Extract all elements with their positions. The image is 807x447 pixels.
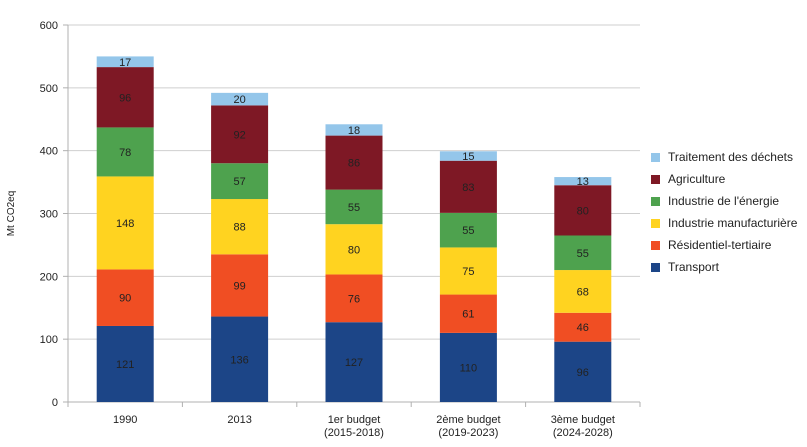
legend-label: Transport (668, 260, 719, 274)
bar-segment (325, 322, 383, 402)
y-tick-label: 100 (40, 334, 58, 346)
x-tick-label: 2013 (227, 414, 251, 426)
bar-segment (211, 199, 269, 255)
legend-item: Industrie de l'énergie (651, 190, 797, 212)
y-tick-label: 500 (40, 83, 58, 95)
data-label: 80 (348, 244, 360, 256)
legend-swatch (651, 262, 660, 272)
data-label: 46 (577, 322, 589, 334)
data-label: 86 (348, 158, 360, 170)
bar-segment (554, 235, 612, 271)
legend: Traitement des déchets Agriculture Industr… (651, 146, 797, 278)
bar-segment (96, 56, 154, 68)
bar-segment (96, 67, 154, 128)
bar-segment (96, 269, 154, 326)
x-tick-label: 3ème budget (2024-2028) (551, 414, 615, 439)
legend-item: Industrie manufacturière (651, 212, 797, 234)
y-tick-label: 600 (40, 20, 58, 32)
data-label: 136 (230, 354, 248, 366)
bar-segment (211, 92, 269, 106)
data-label: 75 (462, 266, 474, 278)
data-label: 20 (233, 94, 245, 106)
bar-segment (96, 127, 154, 177)
bar-segment (211, 316, 269, 402)
legend-swatch (651, 152, 660, 162)
x-tick-label: 1er budget (2015-2018) (324, 414, 384, 439)
data-label: 13 (577, 176, 589, 188)
bar-segment (439, 247, 497, 295)
data-label: 92 (233, 129, 245, 141)
x-tick-label: 2ème budget (2019-2023) (436, 414, 500, 439)
data-label: 55 (577, 248, 589, 260)
bar-segment (439, 294, 497, 333)
legend-label: Industrie de l'énergie (668, 194, 780, 208)
legend-swatch (651, 218, 660, 228)
bar-segment (96, 176, 154, 270)
legend-item: Traitement des déchets (651, 146, 797, 168)
data-label: 121 (116, 359, 134, 371)
legend-item: Agriculture (651, 168, 797, 190)
data-label: 17 (119, 57, 131, 69)
data-label: 55 (462, 225, 474, 237)
legend-label: Agriculture (668, 172, 726, 186)
y-tick-label: 300 (40, 209, 58, 221)
x-tick-label: 1990 (113, 414, 137, 426)
legend-swatch (651, 196, 660, 206)
bar-segment (325, 189, 383, 225)
data-label: 76 (348, 293, 360, 305)
data-label: 80 (577, 205, 589, 217)
y-tick-label: 0 (52, 397, 58, 409)
bar-segment (439, 151, 497, 161)
bar-segment (211, 254, 269, 317)
legend-swatch (651, 240, 660, 250)
data-label: 57 (233, 176, 245, 188)
data-label: 61 (462, 309, 474, 321)
bar-segment (439, 332, 497, 402)
bar-segment (325, 135, 383, 190)
bar-segment (439, 212, 497, 248)
bar-segment (325, 274, 383, 323)
data-label: 110 (460, 362, 478, 374)
bar-segment (554, 185, 612, 236)
data-label: 127 (345, 357, 363, 369)
data-label: 78 (119, 147, 131, 159)
legend-label: Résidentiel-tertiaire (668, 238, 772, 252)
legend-swatch (651, 174, 660, 184)
legend-label: Industrie manufacturière (668, 216, 798, 230)
bar-segment (211, 163, 269, 200)
bar-segment (554, 312, 612, 342)
y-tick-label: 400 (40, 146, 58, 158)
data-label: 90 (119, 293, 131, 305)
data-label: 68 (577, 286, 589, 298)
bar-segment (325, 124, 383, 136)
data-label: 96 (577, 367, 589, 379)
data-label: 83 (462, 182, 474, 194)
bar-segment (439, 160, 497, 213)
data-label: 99 (233, 280, 245, 292)
legend-label: Traitement des déchets (668, 150, 793, 164)
data-label: 148 (116, 218, 134, 230)
data-label: 55 (348, 202, 360, 214)
bar-segment (554, 270, 612, 313)
data-label: 88 (233, 222, 245, 234)
data-label: 15 (462, 151, 474, 163)
bar-segment (554, 341, 612, 402)
y-tick-label: 200 (40, 271, 58, 283)
y-axis-label: Mt CO2eq (6, 191, 17, 237)
data-label: 18 (348, 125, 360, 137)
bar-segment (96, 325, 154, 402)
data-label: 96 (119, 92, 131, 104)
bar-segment (211, 105, 269, 164)
legend-item: Résidentiel-tertiaire (651, 234, 797, 256)
legend-item: Transport (651, 256, 797, 278)
bar-segment (325, 224, 383, 275)
bar-segment (554, 177, 612, 186)
